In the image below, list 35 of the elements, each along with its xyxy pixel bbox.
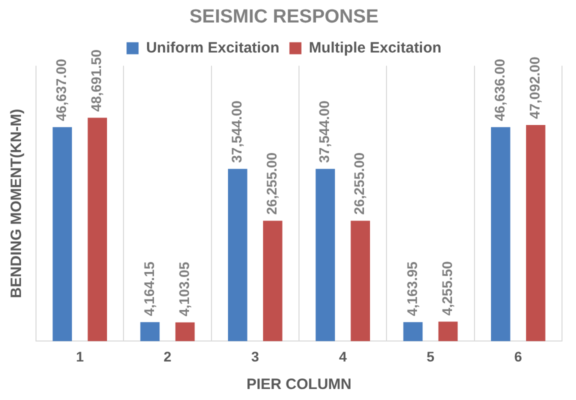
x-tick-label: 6	[514, 348, 522, 364]
x-tick-label: 5	[426, 348, 435, 364]
data-label: 26,255.00	[351, 152, 368, 215]
data-label: 4,103.05	[176, 262, 192, 316]
data-label: 37,544.00	[316, 100, 332, 163]
bar	[52, 127, 72, 342]
bar	[175, 322, 195, 342]
x-tick-label: 1	[76, 348, 84, 364]
bar	[263, 220, 282, 342]
data-label: 46,636.00	[491, 58, 508, 122]
data-label: 46,637.00	[53, 58, 70, 122]
x-tick-label: 4	[338, 348, 347, 364]
bar	[88, 118, 108, 342]
chart-title: SEISMIC RESPONSE	[190, 6, 378, 28]
x-tick-label: 2	[164, 348, 172, 364]
y-axis-title: BENDING MOMENT(KN-M)	[8, 108, 26, 298]
bar	[350, 220, 370, 342]
data-label: 4,163.95	[404, 261, 420, 316]
x-axis-title: PIER COLUMN	[246, 376, 352, 394]
data-label: 4,255.50	[438, 260, 455, 316]
bar	[316, 168, 335, 342]
bar	[228, 168, 248, 342]
data-label: 26,255.00	[264, 152, 280, 215]
bar	[140, 322, 160, 342]
data-label: 37,544.00	[228, 100, 244, 163]
legend-label: Uniform Excitation	[146, 39, 280, 56]
bar	[526, 125, 546, 342]
data-label: 4,164.15	[140, 261, 157, 316]
x-tick-label: 3	[251, 348, 260, 364]
bar	[403, 322, 423, 342]
legend-label: Multiple Excitation	[308, 39, 442, 56]
data-label: 47,092.00	[526, 56, 543, 120]
bar	[490, 127, 510, 342]
data-label: 48,691.50	[88, 49, 104, 112]
bar	[438, 322, 458, 342]
